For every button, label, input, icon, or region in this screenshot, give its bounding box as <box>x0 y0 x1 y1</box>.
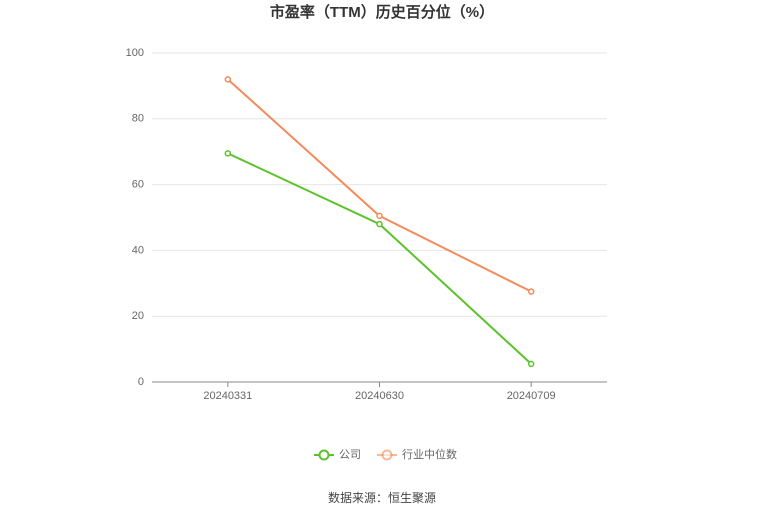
x-tick-label: 20240709 <box>507 390 556 402</box>
point <box>527 288 535 295</box>
legend-marker <box>381 449 393 461</box>
point <box>527 360 535 368</box>
y-tick-label: 0 <box>138 376 144 388</box>
x-tick-label: 20240331 <box>203 390 252 402</box>
point <box>376 212 383 220</box>
legend-label: 公司 <box>339 449 361 461</box>
y-tick-label: 60 <box>132 179 144 191</box>
point <box>224 150 232 157</box>
source: 数据来源：恒生聚源 <box>328 490 436 505</box>
legend-marker <box>318 449 330 461</box>
x-tick-label: 20240630 <box>355 390 404 402</box>
y-tick-label: 100 <box>126 47 144 59</box>
point <box>376 220 383 228</box>
y-tick-label: 40 <box>132 244 144 256</box>
legend-label: 行业中位数 <box>402 447 457 461</box>
y-tick-label: 80 <box>132 113 144 125</box>
point <box>224 76 232 83</box>
y-tick-label: 20 <box>132 310 144 322</box>
chart-title: 市盈率（TTM）历史百分位（%） <box>270 3 494 21</box>
line <box>227 78 532 293</box>
